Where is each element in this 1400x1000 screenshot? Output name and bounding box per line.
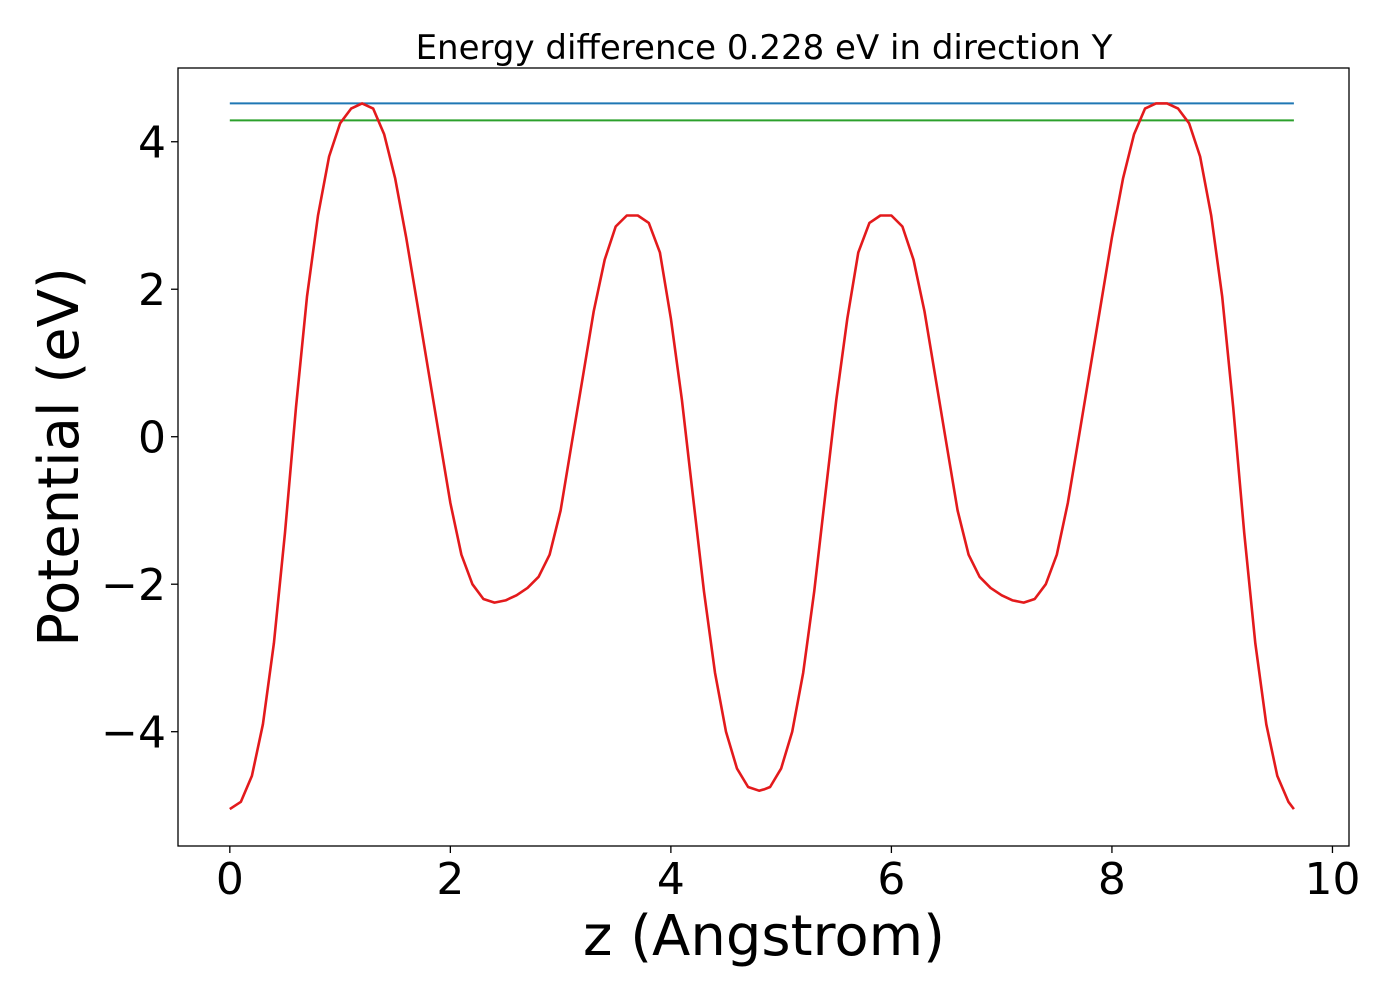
x-tick-label: 6 (877, 854, 905, 905)
x-tick-label: 2 (436, 854, 464, 905)
y-tick-label: 2 (138, 265, 166, 316)
x-axis-label: z (Angstrom) (583, 904, 945, 969)
x-tick-label: 10 (1304, 854, 1360, 905)
x-axis-ticks: 0 2 4 6 8 10 (216, 846, 1360, 905)
series-line-2 (229, 102, 1295, 811)
axes-frame (177, 67, 1350, 847)
y-tick-label: 4 (138, 118, 166, 169)
chart-title: Energy difference 0.228 eV in direction … (416, 28, 1113, 68)
y-tick-label: −2 (101, 560, 166, 611)
x-tick-label: 0 (216, 854, 244, 905)
plot-lines (229, 102, 1295, 811)
x-tick-label: 4 (657, 854, 685, 905)
x-tick-label: 8 (1098, 854, 1126, 905)
y-axis-label: Potential (eV) (27, 267, 92, 647)
y-axis-ticks: −4 −2 0 2 4 (101, 118, 178, 759)
y-tick-label: −4 (101, 708, 166, 759)
y-tick-label: 0 (138, 413, 166, 464)
